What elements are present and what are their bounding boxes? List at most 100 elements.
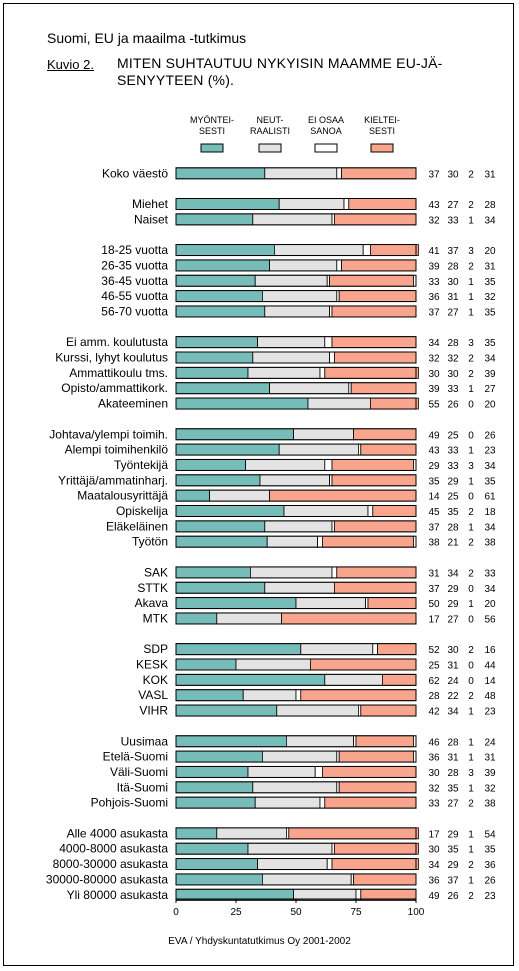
value-label-18-2: 25 bbox=[447, 492, 459, 503]
value-label-29-4: 48 bbox=[484, 691, 496, 702]
value-label-40-3: 2 bbox=[468, 891, 474, 902]
bar-segment-20-4 bbox=[333, 520, 417, 533]
value-label-5-4: 31 bbox=[484, 261, 496, 272]
value-label-28-2: 24 bbox=[447, 676, 459, 687]
legend-swatch-3 bbox=[314, 143, 338, 153]
bar-segment-5-3 bbox=[336, 259, 342, 272]
bar-outline-28 bbox=[175, 673, 417, 686]
bar-segment-36-2 bbox=[216, 827, 287, 840]
value-label-4-3: 3 bbox=[468, 246, 474, 257]
value-label-12-4: 27 bbox=[484, 384, 496, 395]
figure-label: Kuvio 2. bbox=[47, 57, 94, 72]
chart-title-line-2: SENYYTEEN (%). bbox=[117, 72, 235, 88]
value-label-19-1: 45 bbox=[428, 507, 440, 518]
bar-segment-35-4 bbox=[324, 796, 417, 809]
value-label-16-1: 29 bbox=[428, 461, 440, 472]
bar-segment-14-4 bbox=[353, 428, 417, 441]
bar-segment-20-2 bbox=[264, 520, 333, 533]
row-label-19: Opiskelija bbox=[116, 504, 168, 518]
bar-outline-18 bbox=[175, 489, 417, 502]
bar-segment-14-1 bbox=[175, 428, 294, 441]
value-label-18-4: 61 bbox=[484, 492, 496, 503]
bar-outline-22 bbox=[175, 566, 417, 579]
bar-outline-15 bbox=[175, 443, 417, 456]
value-label-10-2: 32 bbox=[447, 354, 459, 365]
value-label-26-1: 52 bbox=[428, 645, 440, 656]
value-label-2-3: 2 bbox=[468, 200, 474, 211]
bar-segment-17-1 bbox=[175, 474, 261, 487]
bar-outline-11 bbox=[175, 366, 417, 379]
bar-segment-31-2 bbox=[285, 735, 354, 748]
bar-segment-7-2 bbox=[261, 290, 338, 303]
value-label-32-2: 31 bbox=[447, 753, 459, 764]
bar-segment-29-4 bbox=[300, 689, 417, 702]
bar-segment-36-4 bbox=[288, 827, 419, 840]
row-label-6: 36-45 vuotta bbox=[101, 274, 168, 288]
value-label-7-4: 32 bbox=[484, 292, 496, 303]
bar-segment-25-2 bbox=[216, 612, 283, 625]
bar-segment-9-4 bbox=[331, 336, 417, 349]
value-label-37-1: 30 bbox=[428, 845, 440, 856]
bar-segment-23-2 bbox=[264, 581, 335, 594]
bar-segment-3-2 bbox=[252, 213, 333, 226]
bar-segment-39-2 bbox=[261, 873, 352, 886]
bar-segment-8-2 bbox=[264, 305, 330, 318]
value-label-29-2: 22 bbox=[447, 691, 459, 702]
bar-outline-6 bbox=[175, 274, 417, 287]
bar-outline-3 bbox=[175, 213, 417, 226]
bar-segment-29-1 bbox=[175, 689, 244, 702]
value-label-22-4: 33 bbox=[484, 568, 496, 579]
bar-segment-27-4 bbox=[309, 658, 417, 671]
value-label-22-2: 34 bbox=[447, 568, 459, 579]
bar-outline-38 bbox=[175, 858, 417, 871]
bar-segment-6-2 bbox=[254, 274, 328, 287]
value-label-8-3: 1 bbox=[468, 307, 474, 318]
bar-outline-32 bbox=[175, 750, 417, 763]
bar-segment-31-1 bbox=[175, 735, 287, 748]
bar-segment-20-1 bbox=[175, 520, 266, 533]
value-label-35-1: 33 bbox=[428, 799, 440, 810]
bar-segment-26-2 bbox=[300, 643, 374, 656]
row-label-30: VIHR bbox=[139, 704, 168, 718]
value-label-36-3: 1 bbox=[468, 829, 474, 840]
value-label-33-3: 3 bbox=[468, 768, 474, 779]
value-label-4-1: 41 bbox=[428, 246, 440, 257]
row-label-13: Akateeminen bbox=[98, 397, 168, 411]
value-label-20-1: 37 bbox=[428, 522, 440, 533]
value-label-17-3: 1 bbox=[468, 476, 474, 487]
value-label-15-4: 23 bbox=[484, 446, 496, 457]
bar-outline-33 bbox=[175, 765, 417, 778]
bar-segment-22-3 bbox=[331, 566, 338, 579]
bar-outline-27 bbox=[175, 658, 417, 671]
bar-segment-7-4 bbox=[338, 290, 417, 303]
bar-segment-33-3 bbox=[314, 766, 323, 778]
value-label-23-3: 0 bbox=[468, 584, 474, 595]
value-label-35-2: 27 bbox=[447, 799, 459, 810]
bar-segment-2-3 bbox=[343, 198, 350, 210]
value-label-33-2: 28 bbox=[447, 768, 459, 779]
bar-segment-30-2 bbox=[276, 704, 359, 717]
bar-segment-21-1 bbox=[175, 535, 268, 548]
bar-segment-15-2 bbox=[278, 443, 359, 456]
value-label-39-3: 1 bbox=[468, 875, 474, 886]
value-label-18-1: 14 bbox=[428, 492, 440, 503]
bar-segment-28-2 bbox=[324, 673, 383, 686]
value-label-8-2: 27 bbox=[447, 307, 459, 318]
value-label-37-2: 35 bbox=[447, 845, 459, 856]
value-label-4-2: 37 bbox=[447, 246, 459, 257]
value-label-38-2: 29 bbox=[447, 860, 459, 871]
bar-segment-27-1 bbox=[175, 658, 237, 671]
value-label-24-1: 50 bbox=[428, 599, 440, 610]
value-label-6-3: 1 bbox=[468, 277, 474, 288]
row-label-15: Alempi toimihenkilö bbox=[65, 443, 169, 457]
legend-label-4-line-1: KIELTEI- bbox=[364, 115, 400, 125]
bar-segment-11-1 bbox=[175, 366, 249, 379]
value-label-14-2: 25 bbox=[447, 430, 459, 441]
bar-segment-5-2 bbox=[269, 259, 338, 272]
value-label-9-3: 3 bbox=[468, 338, 474, 349]
value-label-21-4: 38 bbox=[484, 538, 496, 549]
bar-outline-36 bbox=[175, 827, 417, 840]
legend-label-2-line-2: RAALISTI bbox=[250, 126, 290, 136]
value-label-5-3: 2 bbox=[468, 261, 474, 272]
bar-segment-39-1 bbox=[175, 873, 263, 886]
